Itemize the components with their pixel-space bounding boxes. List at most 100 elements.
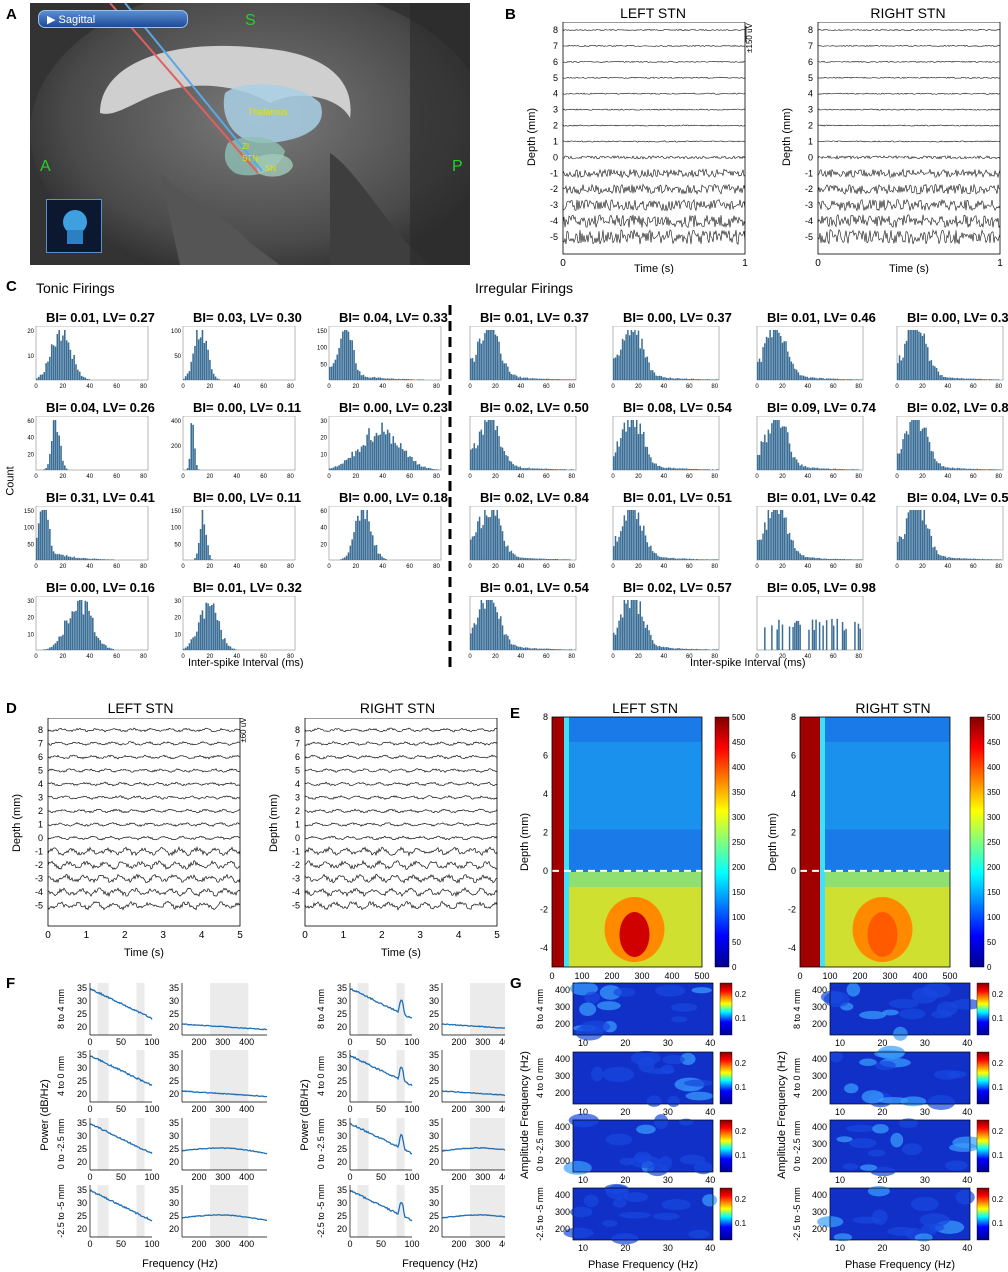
coupling-blob — [702, 1194, 718, 1207]
f-band-shade — [136, 1050, 145, 1102]
hist-bar — [39, 511, 42, 560]
time-tick: 3 — [160, 930, 166, 941]
hist-bar — [517, 467, 520, 470]
g-ytick: 300 — [812, 1207, 827, 1217]
hist-bar — [781, 624, 784, 650]
hist-bar — [855, 559, 858, 560]
e-xtick: 400 — [664, 971, 679, 980]
hist-bar — [941, 555, 943, 560]
sagittal-button[interactable]: ▶ Sagittal — [38, 10, 188, 28]
hist-bar — [65, 468, 68, 470]
hist-bar — [90, 558, 92, 560]
hist-bar — [491, 330, 493, 380]
lfp-trace — [304, 795, 498, 800]
hist-bar — [983, 559, 986, 560]
f-ytick: 25 — [429, 1211, 439, 1221]
depth-tick: 2 — [808, 121, 813, 131]
hist-bar — [981, 379, 984, 380]
hist-bar — [667, 647, 670, 650]
coupling-blob — [829, 1051, 843, 1063]
hist-bar — [797, 551, 800, 560]
depth-tick: -4 — [35, 887, 43, 897]
hist-bar — [503, 634, 506, 650]
hist-xtick: 60 — [830, 474, 837, 480]
hist-bar — [514, 554, 516, 560]
f-ytick: 30 — [169, 996, 179, 1006]
hist-bar — [685, 378, 687, 380]
hist-bar — [364, 519, 367, 560]
hist-bar — [547, 558, 550, 560]
hist-bar — [964, 468, 966, 470]
hist-bar — [60, 445, 62, 470]
hist-xtick: 20 — [635, 474, 642, 480]
hist-bar — [549, 379, 552, 380]
hist-bar — [688, 558, 691, 560]
time-tick: 5 — [494, 930, 500, 941]
hist-bar — [985, 469, 987, 470]
hist-bar — [86, 378, 88, 380]
f-row-label: 4 to 0 mm — [56, 1056, 66, 1096]
head-orientation-icon[interactable] — [46, 199, 102, 253]
mri-sagittal-image: ▶ Sagittal S A P Thalamus ZI STN SN — [30, 3, 470, 265]
time-tick: 2 — [122, 930, 128, 941]
hist-bar — [627, 330, 629, 380]
f-ytick: 20 — [169, 1022, 179, 1032]
hist-bar — [553, 648, 555, 650]
f-band-shade — [210, 1185, 249, 1237]
hist-bar — [687, 558, 689, 560]
hist-bar — [907, 330, 910, 380]
hist-bar — [399, 443, 402, 470]
hist-bar — [760, 361, 763, 380]
f-ytick: 35 — [169, 1118, 179, 1128]
hist-bar — [207, 545, 209, 560]
hist-bar — [848, 559, 851, 560]
g-cbar-tick: 0.2 — [735, 990, 747, 999]
hist-bar — [857, 379, 860, 380]
hist-bar — [505, 634, 507, 650]
hist-ytick: 100 — [24, 526, 35, 532]
hist-bar — [781, 426, 784, 470]
f-band-shade — [396, 1185, 405, 1237]
hist-bar — [694, 468, 696, 470]
hist-axes — [328, 326, 442, 381]
hist-bar — [964, 378, 966, 380]
hist-bar — [951, 377, 954, 380]
hist-bar — [103, 559, 105, 560]
hist-bar — [706, 469, 709, 470]
hist-bar — [503, 450, 506, 470]
hist-bar — [987, 469, 989, 470]
hist-bar — [811, 619, 814, 650]
hist-bar — [475, 354, 477, 380]
hist-bar — [540, 648, 543, 650]
f-ytick: 25 — [337, 1076, 347, 1086]
hist-bar — [818, 557, 821, 560]
hist-bar — [937, 371, 940, 380]
hist-xtick: 60 — [406, 474, 413, 480]
superior-label: S — [245, 12, 256, 29]
hist-xtick: 80 — [568, 564, 575, 570]
hist-bar — [521, 467, 523, 470]
hist-bar — [385, 434, 387, 470]
hist-bar — [778, 514, 780, 560]
hist-bar — [209, 359, 211, 380]
f-band-shade — [357, 1050, 369, 1102]
depth-tick: 0 — [553, 152, 558, 162]
hist-bar — [909, 510, 911, 560]
depth-tick: -3 — [805, 200, 813, 210]
hist-xtick: 60 — [260, 564, 267, 570]
hist-bar — [785, 426, 787, 470]
coupling-blob — [580, 1020, 611, 1033]
hist-bar — [50, 344, 53, 380]
hist-xtick: 0 — [895, 474, 899, 480]
hist-bar — [637, 330, 640, 380]
coupling-blob — [914, 1233, 933, 1242]
hist-ytick: 50 — [320, 362, 327, 368]
hist-bar — [77, 557, 79, 560]
hist-bar — [86, 601, 88, 650]
hist-bar — [519, 466, 521, 470]
hist-bar — [916, 420, 918, 470]
hist-bar — [914, 420, 917, 470]
hist-bar — [82, 557, 85, 560]
f-xtick: 300 — [215, 1104, 230, 1114]
f-xtick: 50 — [376, 1172, 386, 1182]
